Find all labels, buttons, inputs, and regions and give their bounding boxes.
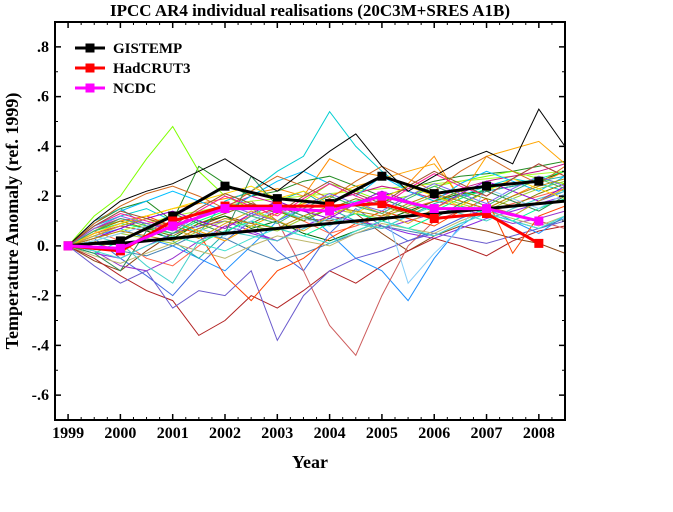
obs-marker-NCDC-7 — [430, 205, 438, 213]
chart-title: IPCC AR4 individual realisations (20C3M+… — [110, 1, 510, 20]
obs-marker-NCDC-0 — [64, 242, 72, 250]
xtick-label: 2000 — [104, 425, 136, 442]
obs-marker-NCDC-8 — [483, 205, 491, 213]
legend-label-0: GISTEMP — [113, 41, 182, 57]
xtick-label: 2008 — [523, 425, 555, 442]
obs-marker-NCDC-1 — [116, 244, 124, 252]
ytick-label: .8 — [37, 39, 49, 56]
obs-marker-NCDC-5 — [326, 207, 334, 215]
obs-marker-GISTEMP-8 — [483, 182, 491, 190]
y-axis-label: Temperature Anomaly (ref. 1999) — [2, 93, 23, 350]
ytick-label: .4 — [37, 138, 49, 155]
obs-marker-NCDC-4 — [273, 205, 281, 213]
obs-marker-GISTEMP-1 — [116, 237, 124, 245]
ytick-label: .2 — [37, 188, 49, 205]
ytick-label: .6 — [37, 89, 49, 106]
ytick-label: 0. — [37, 238, 49, 255]
xtick-label: 2007 — [471, 425, 503, 442]
xtick-label: 2003 — [261, 425, 293, 442]
obs-marker-GISTEMP-4 — [273, 195, 281, 203]
obs-marker-GISTEMP-9 — [535, 177, 543, 185]
legend-marker-1 — [86, 64, 95, 73]
xtick-label: 2001 — [157, 425, 189, 442]
xtick-label: 2005 — [366, 425, 398, 442]
xtick-label: 2002 — [209, 425, 241, 442]
xtick-label: 1999 — [52, 425, 84, 442]
legend-label-1: HadCRUT3 — [113, 61, 191, 77]
ytick-label: -.6 — [32, 387, 49, 404]
obs-marker-HadCRUT3-9 — [535, 239, 543, 247]
obs-marker-GISTEMP-7 — [430, 190, 438, 198]
obs-marker-GISTEMP-6 — [378, 172, 386, 180]
legend-marker-0 — [86, 44, 95, 53]
obs-marker-HadCRUT3-7 — [430, 215, 438, 223]
obs-marker-NCDC-2 — [169, 222, 177, 230]
legend-marker-2 — [86, 84, 95, 93]
obs-marker-NCDC-9 — [535, 217, 543, 225]
ytick-label: -.4 — [32, 337, 49, 354]
xtick-label: 2004 — [314, 425, 346, 442]
obs-marker-NCDC-3 — [221, 205, 229, 213]
obs-marker-HadCRUT3-6 — [378, 200, 386, 208]
ytick-label: -.2 — [32, 288, 49, 305]
obs-marker-NCDC-6 — [378, 192, 386, 200]
obs-marker-GISTEMP-3 — [221, 182, 229, 190]
legend-label-2: NCDC — [113, 81, 156, 97]
xtick-label: 2006 — [418, 425, 450, 442]
x-axis-label: Year — [292, 452, 328, 472]
